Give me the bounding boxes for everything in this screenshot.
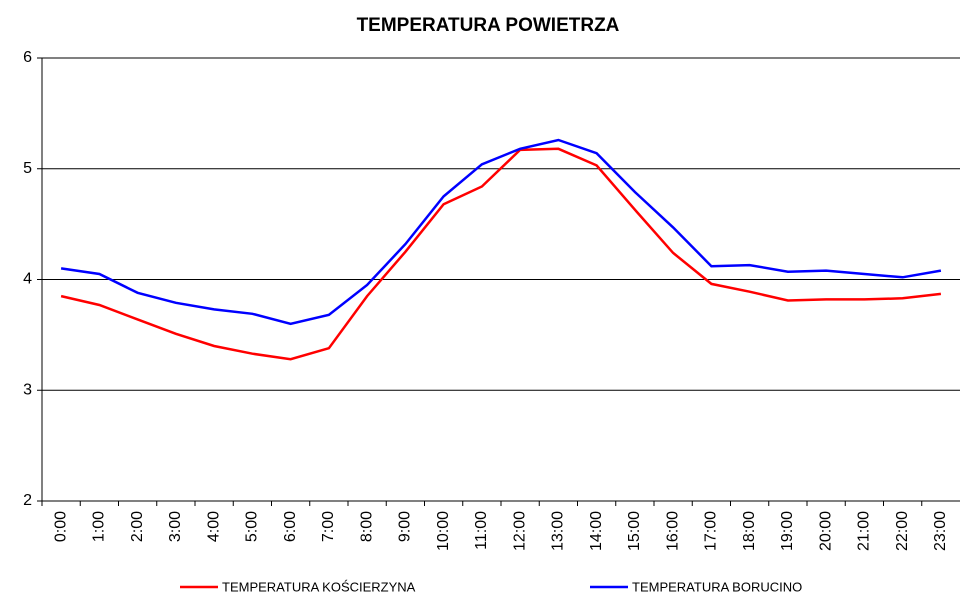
- x-tick-label: 20:00: [817, 511, 834, 551]
- x-tick-label: 3:00: [167, 511, 184, 542]
- x-tick-label: 14:00: [588, 511, 605, 551]
- x-tick-label: 4:00: [205, 511, 222, 542]
- x-tick-label: 13:00: [550, 511, 567, 551]
- x-tick-label: 22:00: [894, 511, 911, 551]
- x-tick-label: 9:00: [397, 511, 414, 542]
- legend-label: TEMPERATURA BORUCINO: [632, 579, 802, 594]
- y-tick-label: 3: [23, 381, 32, 398]
- line-series: [60, 138, 942, 326]
- y-tick-label: 2: [23, 492, 32, 509]
- x-tick-label: 18:00: [741, 511, 758, 551]
- x-tick-label: 1:00: [91, 511, 108, 542]
- x-tick-label: 8:00: [358, 511, 375, 542]
- x-tick-label: 19:00: [779, 511, 796, 551]
- x-tick-label: 21:00: [856, 511, 873, 551]
- x-tick-label: 15:00: [626, 511, 643, 551]
- y-tick-label: 4: [23, 271, 32, 288]
- x-tick-label: 12:00: [511, 511, 528, 551]
- x-tick-label: 5:00: [244, 511, 261, 542]
- y-tick-label: 5: [23, 160, 32, 177]
- chart-title: TEMPERATURA POWIETRZA: [357, 15, 620, 36]
- legend-label: TEMPERATURA KOŚCIERZYNA: [222, 579, 416, 594]
- x-tick-label: 10:00: [435, 511, 452, 551]
- x-tick-label: 6:00: [282, 511, 299, 542]
- y-tick-label: 6: [23, 49, 32, 66]
- x-tick-label: 11:00: [473, 511, 490, 550]
- x-tick-label: 23:00: [932, 511, 949, 551]
- x-tick-label: 7:00: [320, 511, 337, 542]
- line-series: [60, 147, 942, 361]
- x-tick-label: 2:00: [129, 511, 146, 542]
- x-tick-label: 17:00: [703, 511, 720, 551]
- x-tick-label: 16:00: [664, 511, 681, 551]
- x-tick-label: 0:00: [52, 511, 69, 542]
